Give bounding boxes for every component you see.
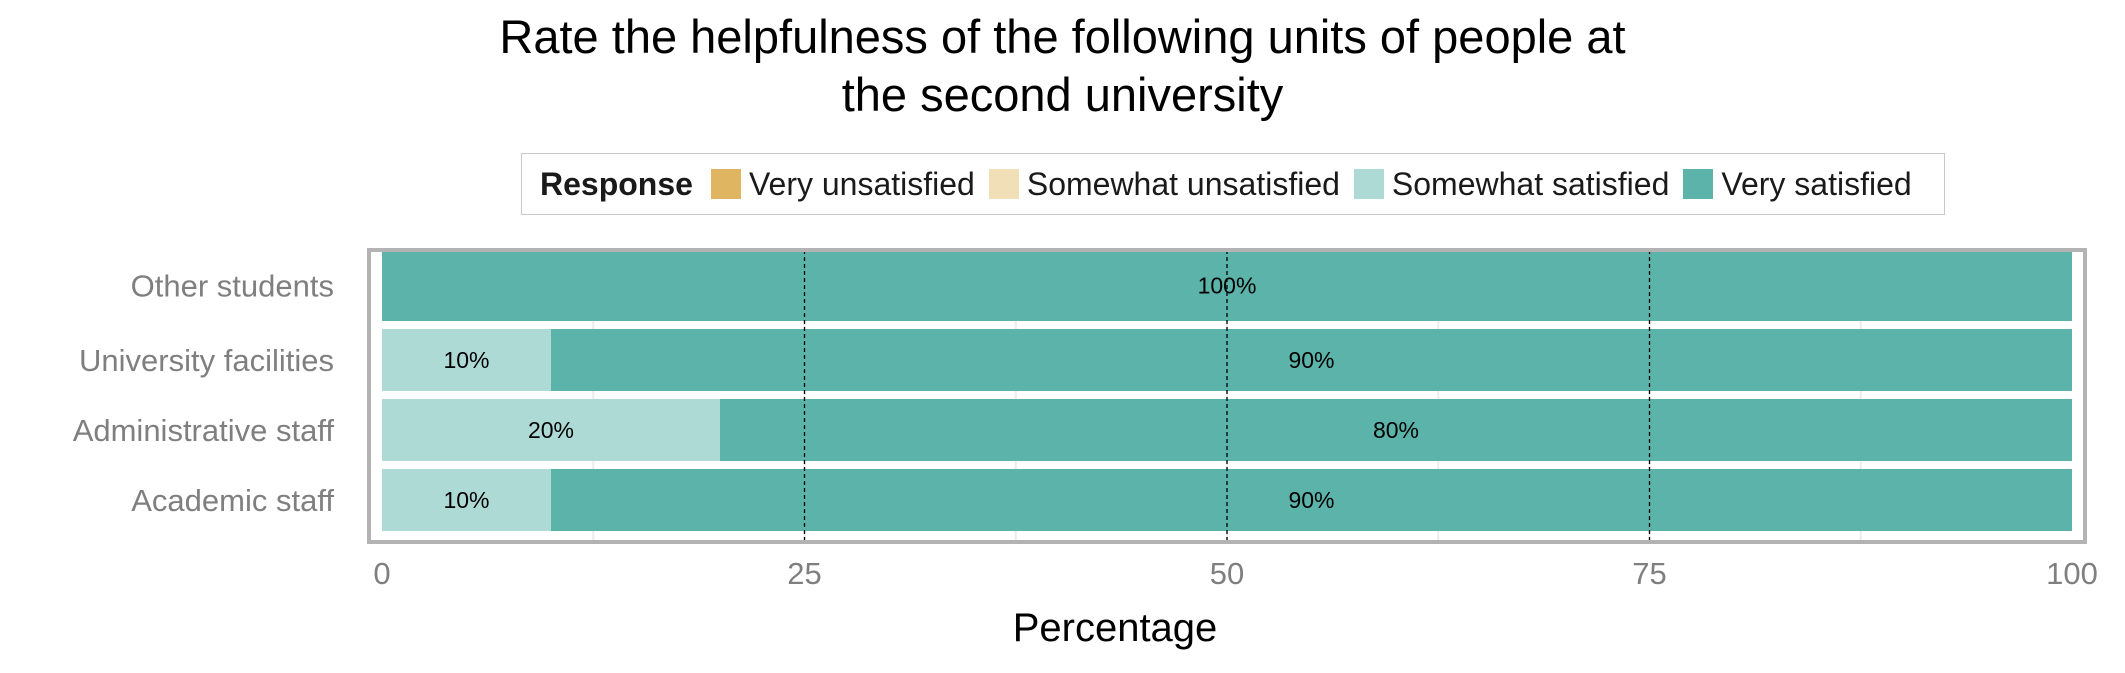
x-tick-label: 0: [373, 556, 390, 591]
x-tick-label: 50: [1210, 556, 1244, 591]
legend: Response Very unsatisfied Somewhat unsat…: [521, 153, 1945, 215]
y-tick-label: Other students: [131, 269, 334, 304]
legend-item-somewhat-satisfied: Somewhat satisfied: [1353, 165, 1670, 203]
bar-academic-staff-somewhat-satisfied: [382, 469, 551, 531]
legend-item-very-unsatisfied: Very unsatisfied: [710, 165, 975, 203]
chart-title-line-2: the second university: [841, 68, 1284, 121]
legend-title: Response: [540, 165, 693, 202]
legend-swatch-very-satisfied: [1683, 169, 1714, 199]
y-tick-label: University facilities: [79, 343, 334, 378]
data-label: 90%: [1288, 347, 1334, 373]
legend-label-somewhat-unsatisfied: Somewhat unsatisfied: [1026, 165, 1340, 202]
legend-label-very-unsatisfied: Very unsatisfied: [748, 165, 975, 202]
data-label: 90%: [1288, 487, 1334, 513]
legend-swatch-somewhat-satisfied: [1353, 169, 1384, 199]
data-label: 20%: [528, 417, 574, 443]
x-tick-label: 100: [2046, 556, 2098, 591]
legend-label-very-satisfied: Very satisfied: [1721, 165, 1912, 202]
y-tick-label: Academic staff: [131, 483, 334, 518]
bar-academic-staff-very-satisfied: [551, 469, 2072, 531]
x-tick-label: 25: [787, 556, 821, 591]
bar-administrative-staff-somewhat-satisfied: [382, 399, 720, 461]
bar-university-facilities-somewhat-satisfied: [382, 329, 551, 391]
legend-swatch-very-unsatisfied: [710, 169, 741, 199]
legend-swatch-somewhat-unsatisfied: [988, 169, 1019, 199]
bar-administrative-staff-very-satisfied: [720, 399, 2072, 461]
x-tick-label: 75: [1632, 556, 1666, 591]
data-label: 10%: [443, 487, 489, 513]
legend-label-somewhat-satisfied: Somewhat satisfied: [1391, 165, 1670, 202]
legend-item-somewhat-unsatisfied: Somewhat unsatisfied: [988, 165, 1340, 203]
chart-title: Rate the helpfulness of the following un…: [0, 8, 2125, 124]
x-axis-label: Percentage: [1012, 606, 1218, 650]
data-label: 80%: [1373, 417, 1419, 443]
plot-panel-border: [367, 248, 2087, 544]
chart-title-line-1: Rate the helpfulness of the following un…: [499, 10, 1626, 63]
y-tick-label: Administrative staff: [73, 413, 335, 448]
bar-university-facilities-very-satisfied: [551, 329, 2072, 391]
legend-item-very-satisfied: Very satisfied: [1683, 165, 1912, 203]
data-label: 10%: [443, 347, 489, 373]
